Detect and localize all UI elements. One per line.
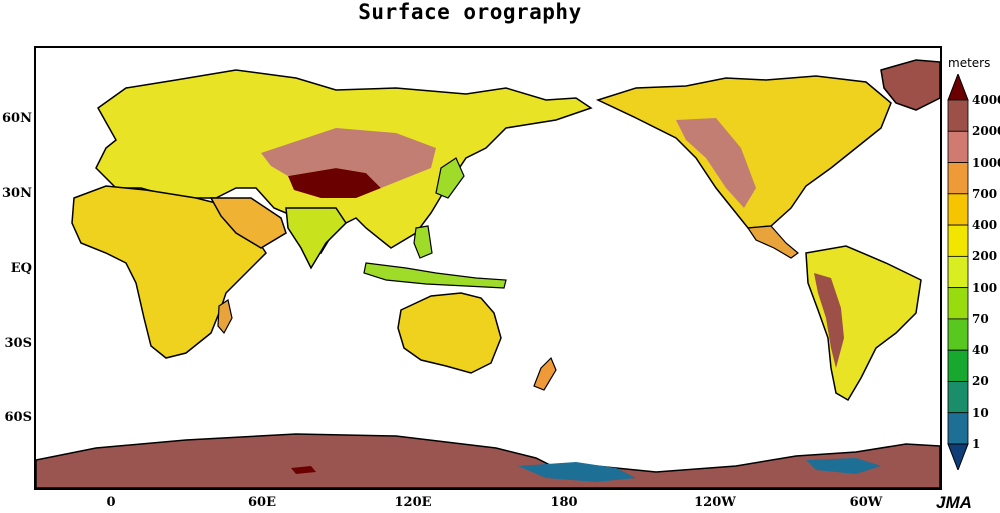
colorbar-bottom-arrow (947, 443, 969, 470)
colorbar-tick-label: 100 (972, 280, 998, 295)
rockies-highland (676, 118, 756, 208)
colorbar-swatch (947, 255, 969, 289)
colorbar-swatch (947, 349, 969, 382)
lon-label-120e: 120E (394, 495, 432, 510)
colorbar-tick-label: 40 (972, 343, 989, 358)
colorbar-swatch (947, 162, 969, 195)
colorbar-tick-label: 400 (972, 218, 998, 233)
colorbar (947, 74, 969, 470)
lon-label-60w: 60W (849, 495, 883, 510)
lat-label-eq: EQ (10, 261, 32, 276)
andes-highland (814, 273, 844, 368)
north-america-landmass (595, 75, 892, 229)
colorbar-tick-label: 700 (972, 186, 998, 201)
colorbar-tick-label: 1 (972, 437, 981, 451)
map-frame (34, 46, 942, 490)
colorbar-tick-label: 70 (972, 311, 989, 326)
lon-label-180: 180 (550, 495, 578, 510)
colorbar-tick-label: 20 (972, 374, 989, 389)
colorbar-tick-label: 1000 (972, 155, 1000, 170)
jma-logo: JMA (936, 493, 972, 512)
madagascar-landmass (217, 299, 233, 335)
colorbar-swatch (947, 287, 969, 320)
colorbar-tick-label: 10 (972, 405, 989, 420)
antarctic-plateau (291, 466, 316, 474)
central-america-landmass (746, 225, 799, 259)
colorbar-swatch (947, 99, 969, 132)
india-landmass (285, 207, 347, 270)
antarctica-landmass (36, 433, 940, 488)
africa-landmass (71, 185, 267, 359)
lat-label-60s: 60S (4, 410, 32, 425)
colorbar-unit-label: meters (948, 56, 991, 70)
lon-label-120w: 120W (694, 495, 736, 510)
colorbar-tick-label: 4000 (972, 93, 1000, 107)
tibet-plateau (288, 168, 381, 198)
weddell-ice-shelf (806, 458, 881, 474)
australia-landmass (397, 292, 502, 374)
colorbar-swatch (947, 130, 969, 163)
central-asia-highland (261, 128, 436, 188)
ross-ice-shelf (518, 462, 636, 482)
greenland-landmass (880, 59, 940, 111)
world-map (36, 59, 940, 488)
indonesia-landmass (363, 262, 507, 289)
colorbar-swatch (947, 381, 969, 414)
colorbar-swatch (947, 318, 969, 351)
arabia-landmass (209, 197, 287, 249)
colorbar-tick-label: 200 (972, 249, 998, 264)
lat-label-60n: 60N (2, 111, 32, 126)
map-title: Surface orography (358, 0, 582, 24)
lon-label-0: 0 (106, 495, 116, 510)
south-america-landmass (805, 245, 922, 402)
colorbar-swatch (947, 193, 969, 226)
philippines-landmass (413, 225, 433, 259)
colorbar-tick-label: 2000 (972, 124, 1000, 139)
colorbar-swatch (947, 412, 969, 445)
new-zealand-landmass (533, 356, 557, 391)
japan-landmass (435, 157, 465, 199)
colorbar-swatch (947, 224, 969, 257)
colorbar-top-arrow (947, 74, 969, 101)
lon-label-60e: 60E (248, 495, 276, 510)
lat-label-30n: 30N (2, 186, 32, 201)
lat-label-30s: 30S (4, 336, 32, 351)
